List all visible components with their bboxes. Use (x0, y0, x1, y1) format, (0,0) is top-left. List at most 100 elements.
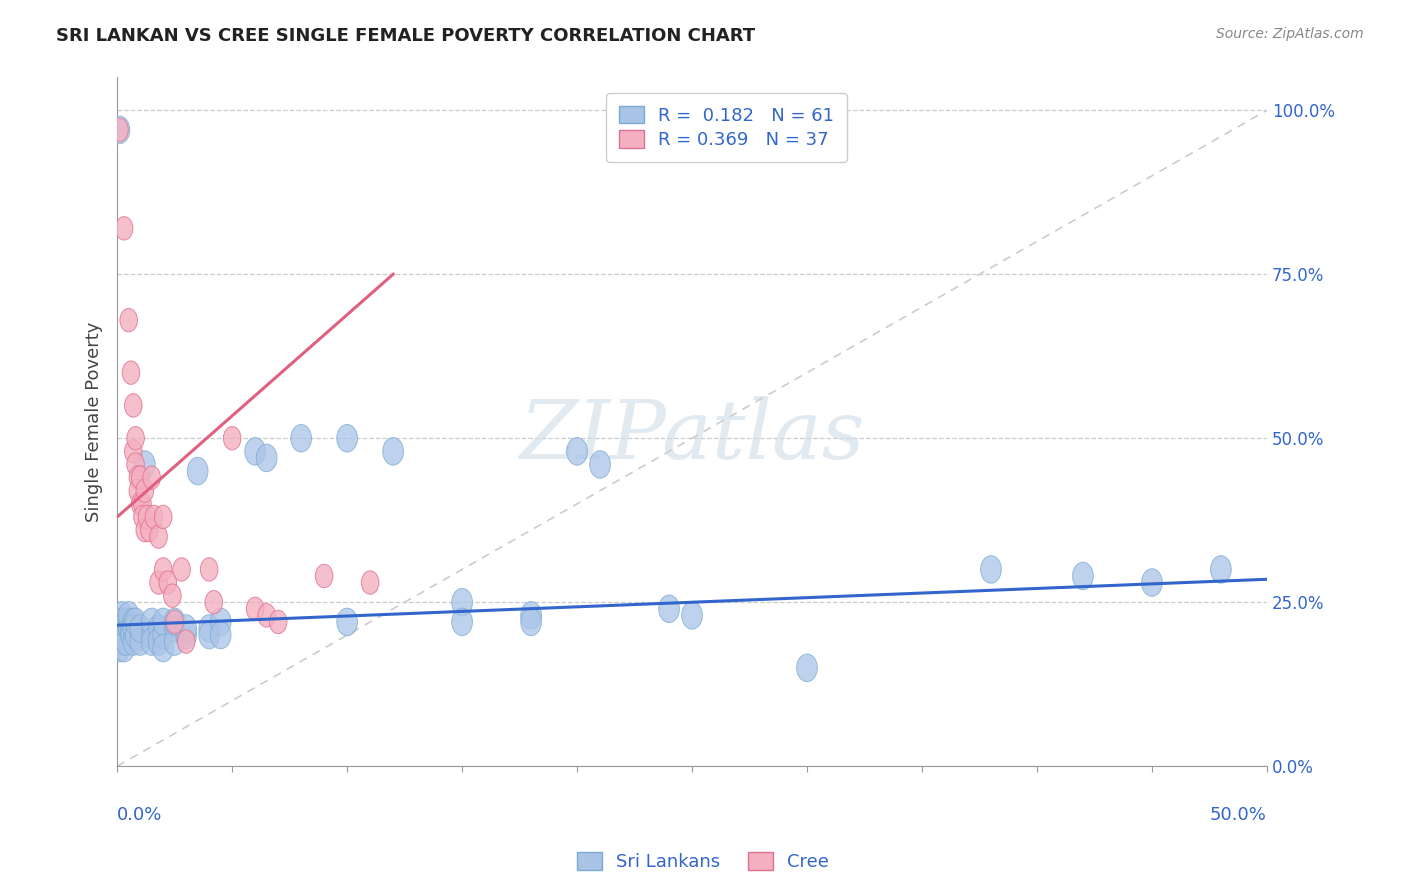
Ellipse shape (589, 450, 610, 478)
Ellipse shape (205, 591, 222, 614)
Ellipse shape (122, 615, 143, 642)
Ellipse shape (127, 426, 145, 450)
Ellipse shape (127, 453, 145, 476)
Ellipse shape (129, 628, 150, 656)
Ellipse shape (125, 608, 146, 636)
Ellipse shape (122, 361, 139, 384)
Ellipse shape (198, 621, 219, 648)
Ellipse shape (114, 628, 135, 656)
Ellipse shape (111, 628, 132, 656)
Ellipse shape (520, 608, 541, 636)
Ellipse shape (131, 466, 149, 490)
Ellipse shape (142, 621, 162, 648)
Ellipse shape (451, 589, 472, 616)
Ellipse shape (177, 630, 195, 653)
Ellipse shape (682, 601, 703, 629)
Ellipse shape (246, 597, 264, 621)
Ellipse shape (166, 610, 183, 633)
Ellipse shape (270, 610, 287, 633)
Ellipse shape (451, 608, 472, 636)
Ellipse shape (129, 615, 150, 642)
Ellipse shape (143, 466, 160, 490)
Ellipse shape (125, 621, 146, 648)
Ellipse shape (111, 601, 132, 629)
Legend: Sri Lankans, Cree: Sri Lankans, Cree (569, 846, 837, 879)
Ellipse shape (520, 601, 541, 629)
Ellipse shape (134, 505, 152, 529)
Ellipse shape (142, 628, 162, 656)
Ellipse shape (150, 571, 167, 594)
Ellipse shape (114, 615, 135, 642)
Ellipse shape (131, 492, 149, 516)
Text: ZIPatlas: ZIPatlas (519, 396, 865, 475)
Ellipse shape (114, 621, 135, 648)
Legend: R =  0.182   N = 61, R = 0.369   N = 37: R = 0.182 N = 61, R = 0.369 N = 37 (606, 94, 846, 161)
Ellipse shape (138, 505, 156, 529)
Ellipse shape (155, 505, 172, 529)
Ellipse shape (1142, 569, 1163, 597)
Ellipse shape (118, 615, 139, 642)
Ellipse shape (125, 440, 142, 463)
Ellipse shape (165, 608, 186, 636)
Ellipse shape (125, 393, 142, 417)
Ellipse shape (658, 595, 679, 623)
Ellipse shape (142, 608, 162, 636)
Ellipse shape (122, 608, 143, 636)
Ellipse shape (176, 621, 197, 648)
Ellipse shape (165, 628, 186, 656)
Ellipse shape (145, 505, 163, 529)
Ellipse shape (198, 615, 219, 642)
Ellipse shape (122, 628, 143, 656)
Ellipse shape (111, 119, 128, 142)
Ellipse shape (361, 571, 380, 594)
Y-axis label: Single Female Poverty: Single Female Poverty (86, 322, 103, 522)
Ellipse shape (382, 438, 404, 465)
Ellipse shape (1073, 562, 1094, 590)
Ellipse shape (165, 615, 186, 642)
Ellipse shape (110, 608, 129, 636)
Ellipse shape (136, 518, 153, 541)
Ellipse shape (153, 634, 173, 662)
Ellipse shape (117, 608, 136, 636)
Text: Source: ZipAtlas.com: Source: ZipAtlas.com (1216, 27, 1364, 41)
Ellipse shape (291, 425, 312, 452)
Ellipse shape (173, 558, 190, 582)
Ellipse shape (1211, 556, 1232, 583)
Ellipse shape (211, 621, 231, 648)
Text: 0.0%: 0.0% (117, 805, 163, 823)
Ellipse shape (211, 608, 231, 636)
Ellipse shape (315, 565, 333, 588)
Ellipse shape (155, 558, 172, 582)
Ellipse shape (150, 524, 167, 549)
Ellipse shape (134, 492, 152, 516)
Ellipse shape (148, 615, 169, 642)
Ellipse shape (111, 615, 132, 642)
Ellipse shape (136, 479, 153, 502)
Ellipse shape (187, 458, 208, 485)
Ellipse shape (337, 608, 357, 636)
Ellipse shape (159, 571, 177, 594)
Ellipse shape (110, 634, 129, 662)
Ellipse shape (176, 615, 197, 642)
Ellipse shape (245, 438, 266, 465)
Ellipse shape (141, 518, 159, 541)
Ellipse shape (129, 479, 146, 502)
Ellipse shape (117, 621, 136, 648)
Ellipse shape (118, 601, 139, 629)
Ellipse shape (257, 604, 276, 627)
Ellipse shape (148, 628, 169, 656)
Ellipse shape (256, 444, 277, 472)
Ellipse shape (121, 621, 142, 648)
Ellipse shape (121, 615, 142, 642)
Ellipse shape (110, 116, 129, 144)
Ellipse shape (110, 621, 129, 648)
Ellipse shape (567, 438, 588, 465)
Ellipse shape (224, 426, 240, 450)
Ellipse shape (163, 584, 181, 607)
Ellipse shape (135, 450, 155, 478)
Ellipse shape (115, 217, 134, 240)
Ellipse shape (201, 558, 218, 582)
Ellipse shape (153, 621, 173, 648)
Ellipse shape (337, 425, 357, 452)
Ellipse shape (111, 608, 132, 636)
